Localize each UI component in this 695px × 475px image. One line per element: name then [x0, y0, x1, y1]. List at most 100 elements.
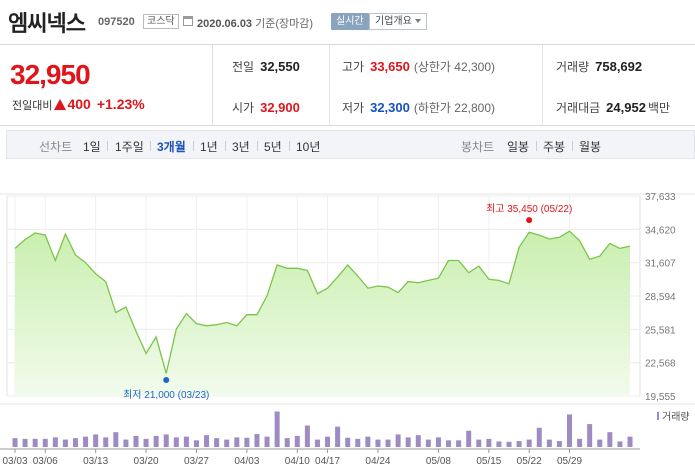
price-tick-label: 34,620: [645, 225, 676, 236]
x-tick-label: 04/03: [234, 456, 259, 467]
period-10y[interactable]: 10년: [296, 140, 321, 154]
up-triangle-icon: [54, 99, 67, 110]
volume-bar: [93, 434, 99, 447]
period-3y[interactable]: 3년: [232, 140, 250, 154]
volume-bar: [103, 437, 109, 447]
stat-value: 32,900: [260, 100, 300, 115]
change-row: 전일대비 400 +1.23%: [12, 96, 145, 113]
volume-bar: [274, 411, 280, 447]
candle-chart-label: 봉차트: [461, 140, 495, 154]
volume-bar: [486, 438, 492, 447]
volume-bar: [42, 438, 48, 447]
volume-bar: [264, 436, 270, 447]
volume-bar: [133, 435, 139, 447]
volume-bar: [254, 434, 260, 447]
stat-open: 시가 32,900: [232, 99, 300, 116]
volume-bar: [284, 438, 290, 447]
separator: [257, 141, 258, 151]
period-1w[interactable]: 1주일: [115, 140, 144, 154]
stat-low: 저가 32,300 (하한가 22,800): [342, 99, 495, 116]
stat-value: 33,650: [370, 59, 410, 74]
caret-down-icon: [414, 19, 421, 24]
volume-bar: [113, 432, 119, 447]
volume-bar: [435, 437, 441, 447]
volume-bar: [556, 441, 562, 447]
volume-bar: [415, 435, 421, 447]
line-chart-label: 선차트: [39, 140, 73, 154]
stat-sub: (하한가 22,800): [413, 101, 496, 115]
volume-bar: [12, 438, 18, 447]
volume-bar: [52, 437, 58, 447]
volume-bar: [72, 438, 78, 447]
separator: [150, 141, 151, 151]
stat-prev-close: 전일 32,550: [232, 58, 300, 75]
volume-bar: [395, 434, 401, 447]
volume-bar: [617, 441, 623, 447]
volume-bar: [304, 425, 310, 447]
volume-bar: [536, 427, 542, 447]
stock-header: 엠씨넥스 097520 코스닥 2020.06.03 기준(장마감) 실시간 기…: [0, 0, 695, 44]
volume-bar: [123, 439, 129, 447]
x-tick-label: 03/27: [184, 456, 209, 467]
price-panel: 32,950 전일대비 400 +1.23% 전일 32,550 시가 32,900 고…: [0, 44, 695, 126]
volume-bar: [476, 439, 482, 447]
volume-bar: [577, 438, 583, 447]
volume-bar: [355, 438, 361, 447]
period-3m[interactable]: 3개월: [157, 140, 186, 154]
volume-bar: [193, 440, 199, 447]
volume-bar: [204, 435, 210, 447]
x-tick-label: 03/13: [83, 456, 108, 467]
x-tick-label: 04/24: [365, 456, 390, 467]
period-5y[interactable]: 5년: [264, 140, 282, 154]
volume-bar: [587, 424, 593, 447]
min-point-marker: [163, 377, 170, 384]
realtime-button[interactable]: 실시간: [331, 13, 369, 30]
stat-trade-value: 거래대금 24,952 백만: [556, 99, 670, 116]
candle-monthly[interactable]: 월봉: [579, 140, 602, 154]
volume-bar: [173, 437, 179, 447]
volume-bar: [627, 436, 633, 447]
volume-bar: [335, 426, 341, 447]
stock-name: 엠씨넥스: [8, 11, 86, 36]
period-bar: 선차트 1일 1주일 3개월 1년 3년 5년 10년 봉차트 일봉 주봉 월봉: [6, 130, 695, 159]
stat-label: 거래량: [556, 60, 590, 74]
volume-bar: [597, 439, 603, 447]
volume-bar: [466, 430, 472, 447]
stat-high: 고가 33,650 (상한가 42,300): [342, 58, 495, 75]
stat-sub: (상한가 42,300): [413, 60, 496, 74]
price-tick-label: 19,555: [645, 392, 676, 403]
volume-bar: [294, 435, 300, 447]
max-point-label: 최고 35,450 (05/22): [486, 203, 572, 215]
change-percent: +1.23%: [96, 96, 145, 112]
volume-bar: [234, 437, 240, 447]
candle-weekly[interactable]: 주봉: [543, 140, 566, 154]
period-1y[interactable]: 1년: [200, 140, 218, 154]
volume-bar: [314, 439, 320, 447]
volume-bar: [163, 434, 169, 447]
separator: [536, 141, 537, 151]
volume-bar: [385, 439, 391, 447]
volume-bar: [425, 439, 431, 447]
stock-code: 097520: [98, 16, 135, 28]
stat-value: 758,692: [595, 59, 643, 74]
price-tick-label: 25,581: [645, 325, 676, 336]
max-point-marker: [526, 217, 533, 224]
volume-bar: [214, 438, 220, 447]
as-of-date: 2020.06.03: [197, 18, 253, 30]
stat-unit: 백만: [647, 101, 671, 115]
volume-bar: [22, 438, 28, 447]
price-tick-label: 31,607: [645, 259, 676, 270]
volume-bar: [244, 437, 250, 447]
separator: [107, 141, 108, 151]
date-suffix: 기준(장마감): [255, 18, 314, 30]
date-text: 2020.06.03 기준(장마감): [197, 15, 313, 31]
company-info-button[interactable]: 기업개요: [369, 13, 427, 30]
separator: [572, 141, 573, 151]
stat-volume: 거래량 758,692: [556, 58, 642, 75]
calendar-icon: [183, 16, 193, 26]
period-1d[interactable]: 1일: [83, 140, 101, 154]
price-summary: 32,950 전일대비 400 +1.23%: [0, 45, 213, 125]
candle-daily[interactable]: 일봉: [507, 140, 530, 154]
separator: [225, 141, 226, 151]
change-label: 전일대비: [12, 100, 53, 112]
